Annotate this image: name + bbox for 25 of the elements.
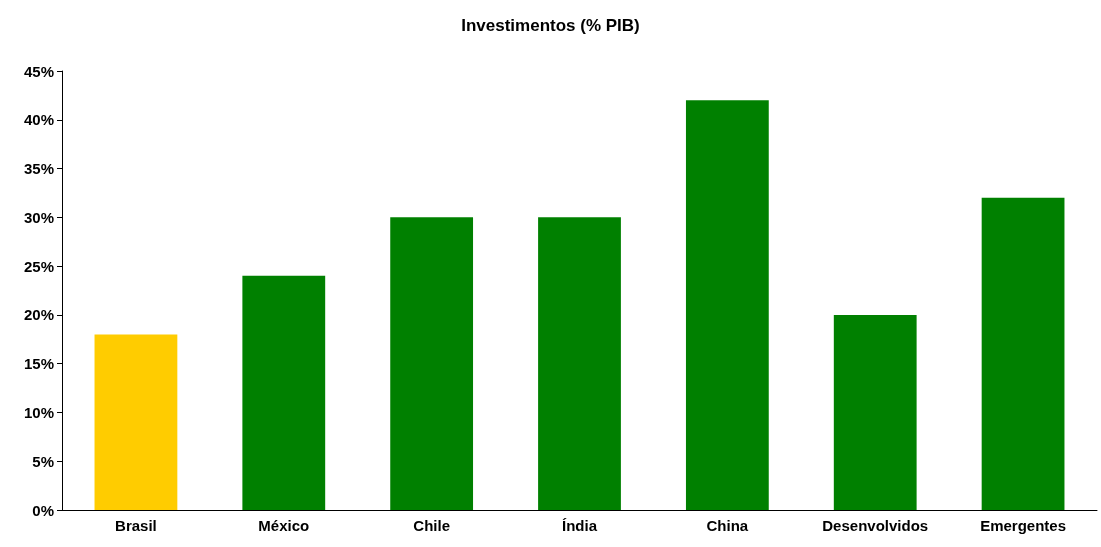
bar	[390, 217, 474, 510]
x-tick-label: Emergentes	[980, 517, 1067, 534]
y-tick-label: 10%	[23, 403, 54, 421]
y-tick-label: 0%	[32, 501, 54, 519]
x-tick-label: China	[706, 517, 749, 534]
bar	[685, 100, 769, 510]
y-tick-label: 45%	[23, 62, 54, 80]
y-tick-label: 30%	[23, 208, 54, 226]
x-tick-label: Desenvolvidos	[822, 517, 929, 534]
bar	[242, 275, 326, 510]
y-tick-label: 15%	[23, 355, 54, 373]
bar	[94, 334, 178, 510]
chart-title: Investimentos (% PIB)	[461, 16, 640, 35]
bar	[538, 217, 621, 510]
x-tick-label: Brasil	[115, 517, 157, 534]
y-tick-label: 40%	[23, 111, 54, 129]
bar	[981, 197, 1065, 510]
y-tick-label: 20%	[23, 306, 54, 324]
y-tick-label: 5%	[32, 452, 54, 470]
y-tick-label: 35%	[23, 160, 54, 178]
x-tick-label: México	[258, 517, 310, 534]
x-tick-label: Índia	[561, 517, 598, 534]
y-tick-label: 25%	[23, 257, 54, 275]
x-tick-label: Chile	[413, 517, 450, 534]
bar	[833, 314, 917, 510]
